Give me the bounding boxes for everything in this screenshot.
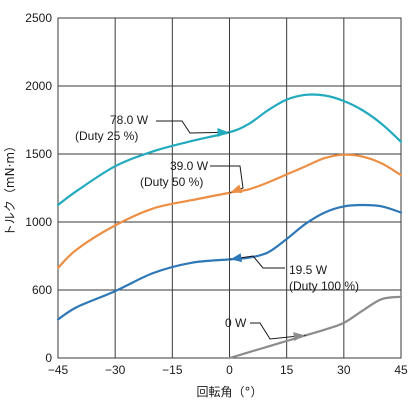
annotation-label: 0 W (225, 316, 247, 330)
annotations: 78.0 W (Duty 25 %) 39.0 W (Duty 50 %) 19.5 W… (75, 113, 359, 341)
x-tick-label: 0 (226, 363, 233, 377)
annotation-label: (Duty 50 %) (140, 175, 203, 189)
x-tick-label: 45 (394, 363, 408, 377)
x-tick-label: 15 (280, 363, 294, 377)
annotation-arrowhead (293, 332, 305, 341)
series-line-2 (56, 203, 403, 321)
y-tick-label: 600 (32, 283, 52, 297)
series-line-0 (56, 93, 403, 207)
annotation-label: 19.5 W (289, 263, 328, 277)
annotation-leader (156, 120, 230, 134)
series-line-3 (228, 295, 403, 360)
y-tick-label: 1000 (25, 215, 52, 229)
series-line-1 (56, 153, 403, 269)
y-tick-label: 2500 (25, 11, 52, 25)
x-tick-label: −45 (48, 363, 69, 377)
y-tick-label: 1500 (25, 147, 52, 161)
y-tick-label: 0 (45, 351, 52, 365)
annotation-label: (Duty 100 %) (289, 279, 359, 293)
annotation-label: 39.0 W (170, 159, 209, 173)
grid (57, 17, 402, 359)
x-tick-label: −15 (162, 363, 183, 377)
x-axis-label: 回転角（°） (196, 385, 262, 399)
x-tick-label: −30 (105, 363, 126, 377)
y-tick-label: 2000 (25, 79, 52, 93)
annotation-arrowhead (217, 128, 229, 137)
tick-labels: −45 −30 −15 0 15 30 45 0 600 1000 1500 2000 2500 (25, 11, 408, 377)
annotation-arrowhead (230, 253, 242, 263)
series-lines (56, 93, 403, 360)
annotation-label: 78.0 W (110, 113, 149, 127)
annotation-arrowhead (230, 184, 243, 193)
annotation-label: (Duty 25 %) (75, 129, 138, 143)
y-axis-label: トルク（mN·m） (3, 140, 17, 236)
x-tick-label: 30 (337, 363, 351, 377)
annotation-leader (250, 322, 306, 340)
